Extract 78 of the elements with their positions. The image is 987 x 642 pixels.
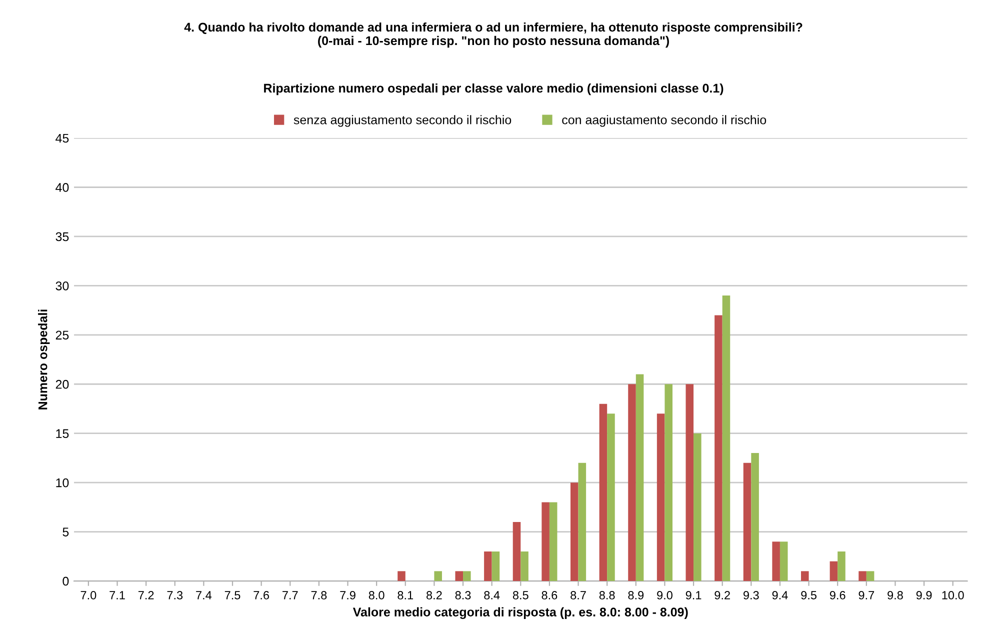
x-tick-label: 9.7 bbox=[858, 591, 874, 600]
x-tick-label: 8.3 bbox=[455, 591, 471, 600]
x-tick-label: 9.5 bbox=[801, 591, 816, 600]
bar bbox=[830, 561, 838, 582]
x-tick-label: 7.0 bbox=[80, 591, 96, 600]
x-tick-label: 8.5 bbox=[512, 591, 528, 600]
x-tick-label: 8.2 bbox=[426, 591, 442, 600]
bar bbox=[694, 433, 702, 582]
bar bbox=[772, 542, 780, 582]
y-tick-label: 20 bbox=[56, 380, 69, 389]
bar bbox=[858, 571, 866, 582]
x-tick-label: 7.9 bbox=[340, 591, 356, 600]
bar bbox=[714, 315, 722, 582]
x-tick-label: 7.6 bbox=[254, 591, 270, 600]
x-tick-label: 8.4 bbox=[484, 591, 500, 600]
y-tick-label: 35 bbox=[56, 232, 69, 242]
bar bbox=[549, 502, 558, 582]
bar bbox=[607, 414, 615, 582]
bar bbox=[455, 571, 464, 582]
bar bbox=[636, 374, 644, 582]
x-tick-label: 8.8 bbox=[599, 591, 615, 600]
y-axis-title: Numero ospedali bbox=[38, 310, 50, 410]
x-tick-label: 8.9 bbox=[628, 591, 644, 600]
x-tick-label: 7.5 bbox=[224, 591, 240, 600]
y-tick-label: 40 bbox=[56, 183, 69, 192]
bar bbox=[628, 384, 636, 582]
x-tick-label: 7.8 bbox=[311, 591, 327, 600]
bar bbox=[722, 296, 730, 582]
bar bbox=[484, 551, 492, 582]
y-tick-label: 30 bbox=[56, 281, 69, 290]
y-tick-label: 10 bbox=[56, 478, 69, 488]
bar bbox=[686, 384, 694, 582]
x-tick-label: 7.3 bbox=[167, 591, 183, 600]
y-tick-label: 45 bbox=[56, 134, 69, 143]
legend-label: con aagiustamento secondo il rischio bbox=[562, 115, 766, 127]
x-axis-title: Valore medio categoria di risposta (p. es. 8.0: 8.00 - 8.09) bbox=[352, 607, 688, 619]
bar bbox=[542, 502, 550, 582]
x-tick-label: 8.7 bbox=[570, 591, 586, 600]
x-tick-label: 9.0 bbox=[657, 591, 672, 600]
x-tick-label: 9.4 bbox=[772, 591, 788, 600]
y-tick-label: 5 bbox=[62, 528, 69, 536]
x-tick-label: 7.2 bbox=[138, 591, 154, 600]
x-tick-label: 9.6 bbox=[830, 591, 846, 600]
x-tick-label: 7.4 bbox=[196, 591, 212, 600]
bar bbox=[780, 542, 788, 582]
bar bbox=[434, 571, 442, 582]
chart-subtitle: Ripartizione numero ospedali per classe valore medio (dimensioni classe 0.1) bbox=[264, 83, 724, 96]
bar bbox=[398, 571, 406, 582]
bar bbox=[866, 571, 874, 582]
bar bbox=[492, 551, 500, 582]
bar bbox=[520, 551, 528, 582]
y-tick-label: 0 bbox=[62, 576, 69, 586]
x-tick-label: 7.7 bbox=[282, 591, 298, 600]
legend-label: senza aggiustamento secondo il rischio bbox=[294, 115, 512, 127]
bar bbox=[838, 551, 846, 582]
x-tick-label: 9.1 bbox=[686, 591, 702, 600]
x-tick-label: 8.1 bbox=[398, 591, 414, 600]
x-tick-label: 9.2 bbox=[714, 591, 730, 600]
x-tick-label: 9.8 bbox=[888, 591, 903, 600]
x-tick-label: 8.0 bbox=[368, 591, 384, 600]
bar bbox=[463, 571, 471, 582]
bar bbox=[570, 482, 578, 582]
bar bbox=[656, 414, 665, 582]
chart-title: 4. Quando ha rivolto domande ad una infermiera o ad un infermiere, ha ottenuto risposte comprensibili? (0-mai - 10-sempre risp. "non ho posto nessuna domanda") bbox=[184, 22, 802, 48]
bar bbox=[599, 404, 608, 582]
x-tick-label: 9.9 bbox=[916, 591, 932, 600]
x-tick-label: 10.0 bbox=[942, 591, 964, 600]
bar bbox=[801, 571, 809, 582]
x-tick-label: 7.1 bbox=[110, 591, 125, 600]
bar bbox=[578, 462, 586, 582]
bar bbox=[751, 453, 759, 582]
x-tick-label: 8.6 bbox=[542, 591, 558, 600]
y-tick-label: 25 bbox=[56, 330, 69, 340]
bar bbox=[664, 384, 672, 582]
bar bbox=[743, 462, 752, 582]
y-tick-label: 15 bbox=[56, 429, 69, 438]
bar bbox=[512, 522, 521, 582]
x-tick-label: 9.3 bbox=[744, 591, 759, 600]
